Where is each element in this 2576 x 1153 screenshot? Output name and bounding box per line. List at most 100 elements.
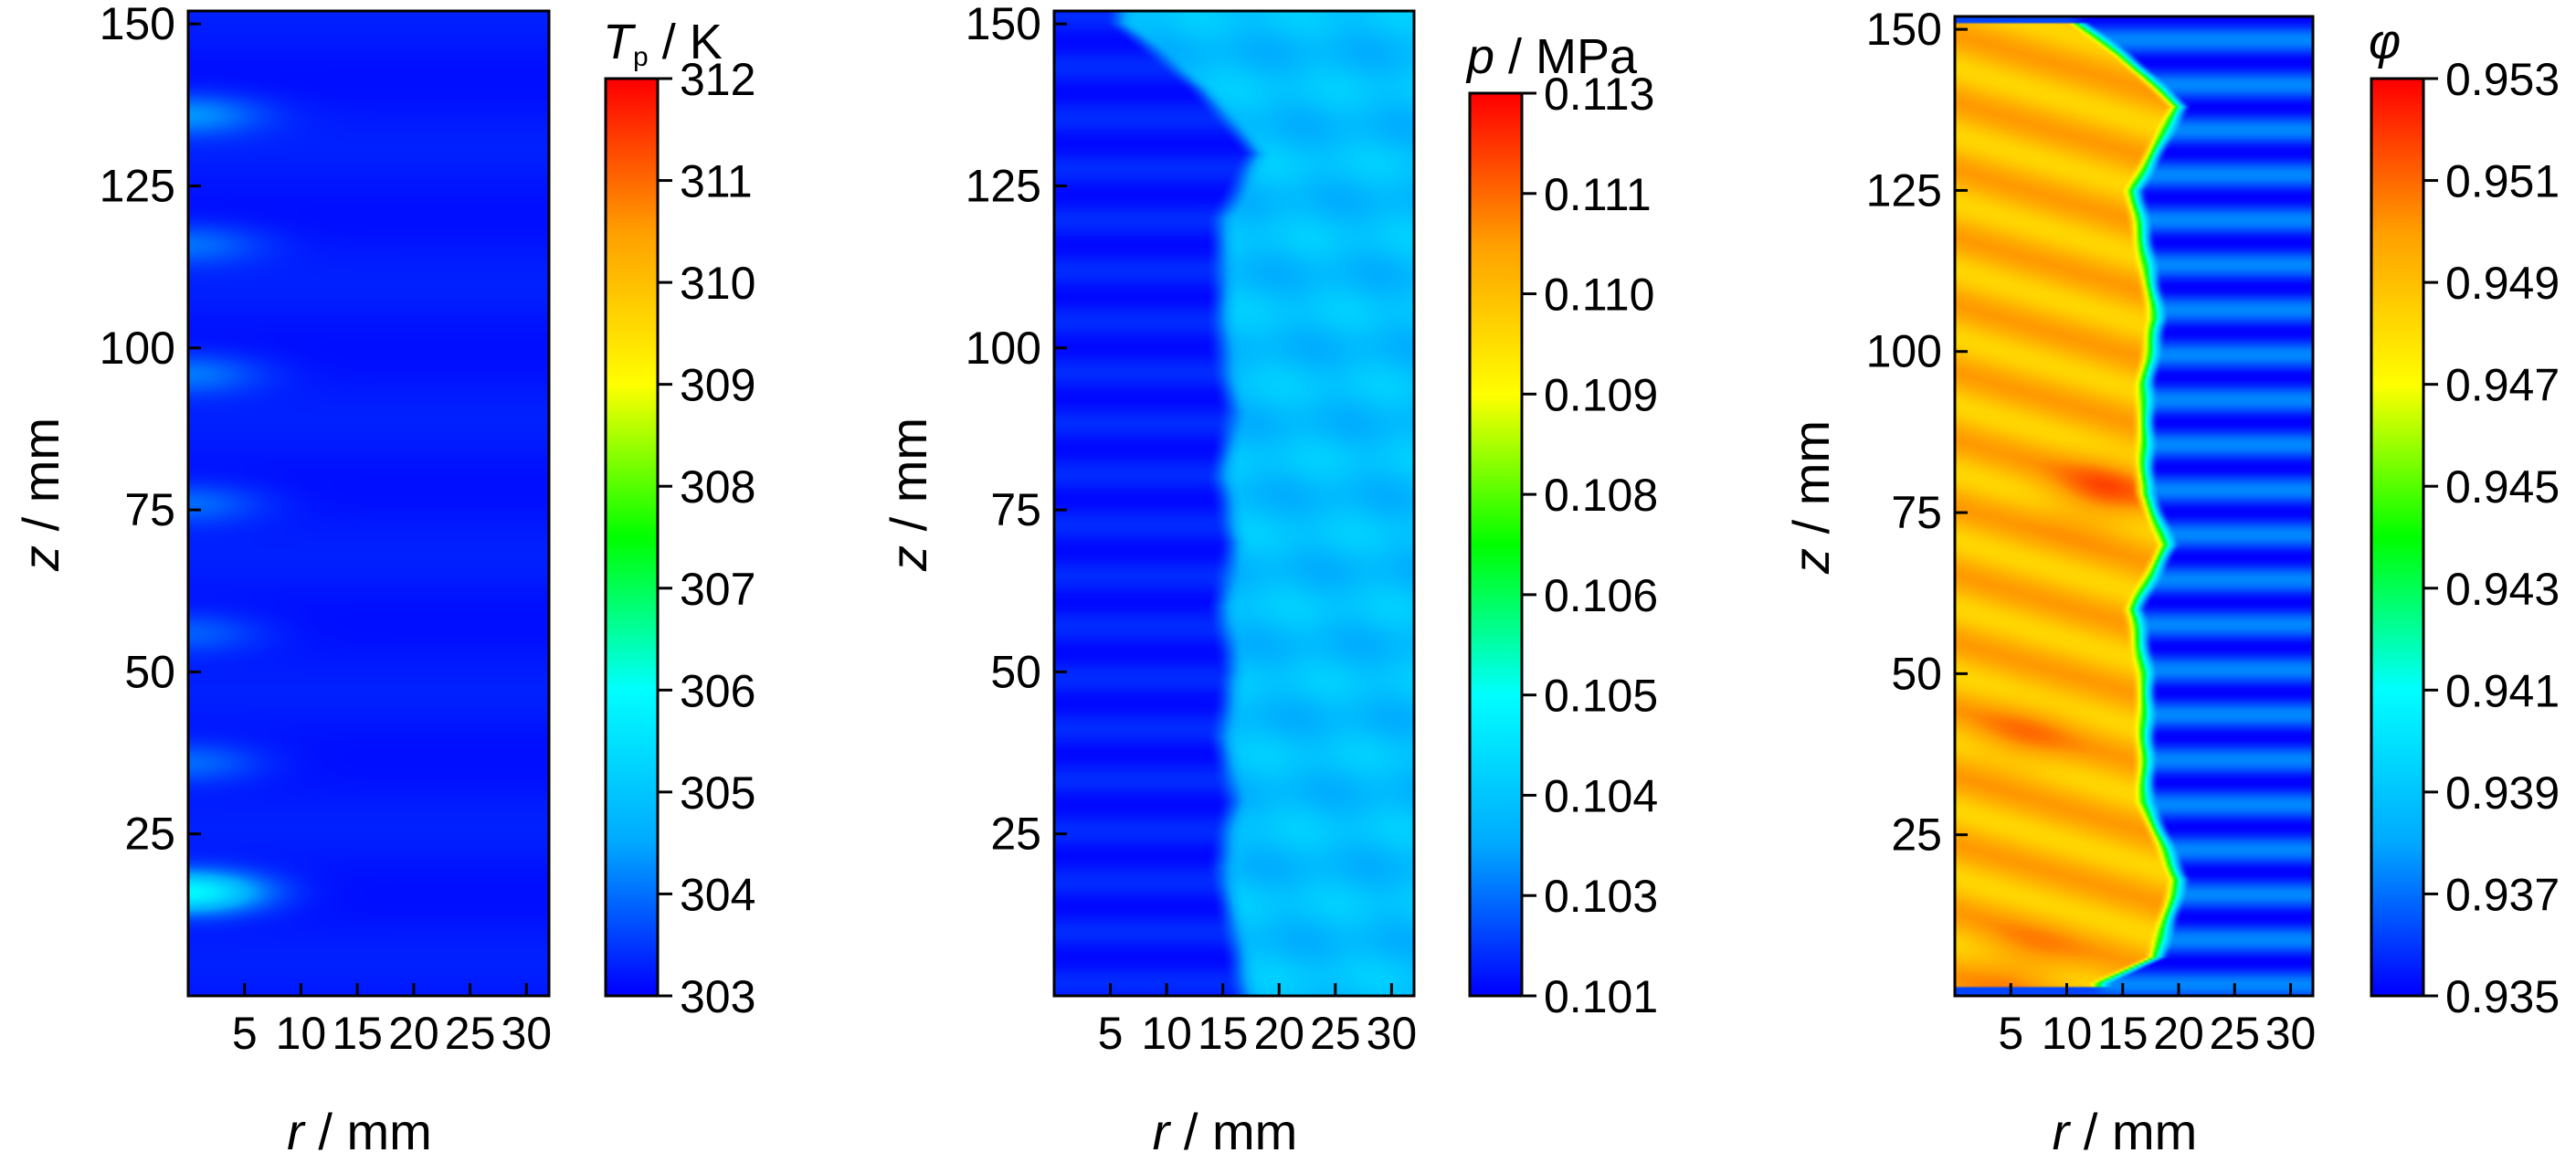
colorbar-tick-label: 306 <box>680 665 755 716</box>
colorbar-tick-label: 0.939 <box>2445 767 2560 819</box>
colorbar-gradient <box>606 79 658 996</box>
y-tick-label: 150 <box>966 0 1041 49</box>
y-axis-label: z / mm <box>1782 420 1840 575</box>
y-axis-unit: / mm <box>880 418 937 545</box>
y-tick-label: 50 <box>124 646 175 697</box>
colorbar-tick-label: 303 <box>680 971 755 1022</box>
colorbar-tick-label: 0.945 <box>2445 461 2560 513</box>
x-axis-label: r / mm <box>2053 1103 2198 1153</box>
colorbar-tick-label: 0.106 <box>1544 570 1658 621</box>
y-tick-label: 75 <box>1891 487 1942 538</box>
x-tick-label: 10 <box>2042 1008 2093 1059</box>
y-tick-label: 150 <box>1866 4 1942 55</box>
colorbar-tick-label: 0.111 <box>1544 169 1652 220</box>
y-tick-label: 25 <box>124 809 175 860</box>
colorbar-frame <box>2370 77 2425 998</box>
colorbar-tick-label: 0.941 <box>2445 665 2560 716</box>
colorbar-tick-label: 309 <box>680 360 755 411</box>
colorbar-frame <box>604 77 660 998</box>
x-tick-label: 30 <box>1367 1008 1418 1059</box>
colorbar-title: Tp / K <box>603 15 723 72</box>
colorbar-symbol: φ <box>2369 15 2401 69</box>
x-tick-label: 5 <box>232 1008 258 1059</box>
colorbar-tick-label: 0.937 <box>2445 869 2560 920</box>
colorbar-tick-label: 0.104 <box>1544 770 1658 821</box>
x-tick-label: 5 <box>1098 1008 1124 1059</box>
x-axis-symbol: r <box>2053 1103 2072 1153</box>
y-tick-label: 125 <box>1866 164 1942 216</box>
y-tick-label: 75 <box>990 484 1041 535</box>
x-tick-label: 10 <box>276 1008 327 1059</box>
colorbar-subscript: p <box>633 42 649 72</box>
colorbar-tick-label: 0.951 <box>2445 156 2560 207</box>
x-tick-label: 20 <box>388 1008 439 1059</box>
colorbar-tick-label: 310 <box>680 258 755 309</box>
colorbar-tick-label: 311 <box>680 156 753 207</box>
y-axis-unit: / mm <box>12 418 69 545</box>
x-tick-label: 15 <box>2097 1008 2148 1059</box>
colorbar-tick-label: 305 <box>680 767 755 819</box>
plot-frame <box>186 9 551 998</box>
colorbar-tick-label: 0.109 <box>1544 369 1658 420</box>
colorbar-unit: / MPa <box>1494 29 1638 84</box>
colorbar-symbol: p <box>1465 29 1494 84</box>
colorbar-tick-label: 0.943 <box>2445 564 2560 615</box>
x-axis-label: r / mm <box>1153 1103 1298 1153</box>
x-axis-symbol: r <box>1153 1103 1172 1153</box>
colorbar-tick-label: 0.103 <box>1544 871 1658 922</box>
y-tick-label: 50 <box>990 646 1041 697</box>
plot-frame <box>1953 15 2315 998</box>
colorbar-tick-label: 308 <box>680 461 755 513</box>
x-tick-label: 20 <box>1253 1008 1304 1059</box>
y-axis-symbol: z <box>12 545 69 572</box>
colorbar-symbol: T <box>603 15 637 69</box>
y-tick-label: 25 <box>1891 809 1942 861</box>
x-axis-unit: / mm <box>2069 1103 2197 1153</box>
y-axis-symbol: z <box>880 545 937 572</box>
y-tick-label: 100 <box>1866 326 1942 377</box>
x-axis-unit: / mm <box>304 1103 432 1153</box>
colorbar-tick-label: 0.949 <box>2445 258 2560 309</box>
colorbar-tick-label: 307 <box>680 564 755 615</box>
colorbar-title: φ <box>2369 15 2401 69</box>
y-tick-label: 50 <box>1891 648 1942 699</box>
x-tick-label: 10 <box>1141 1008 1192 1059</box>
colorbar-tick-label: 304 <box>680 869 755 920</box>
x-tick-label: 20 <box>2153 1008 2204 1059</box>
heatmap-field <box>1054 11 1414 996</box>
x-tick-label: 15 <box>1198 1008 1249 1059</box>
x-tick-label: 15 <box>332 1008 383 1059</box>
y-axis-unit: / mm <box>1782 420 1840 548</box>
colorbar-tick-label: 0.105 <box>1544 671 1658 722</box>
x-axis-symbol: r <box>287 1103 306 1153</box>
colorbar-tick-label: 0.110 <box>1544 270 1654 321</box>
colorbar-unit: / K <box>649 15 723 69</box>
x-tick-label: 25 <box>445 1008 496 1059</box>
y-tick-label: 25 <box>990 809 1041 860</box>
colorbar-tick-label: 0.108 <box>1544 470 1658 521</box>
colorbar-tick-label: 0.935 <box>2445 971 2560 1022</box>
colorbar-tick-label: 0.947 <box>2445 360 2560 411</box>
x-tick-label: 25 <box>1310 1008 1361 1059</box>
colorbar-tick-label: 0.113 <box>1544 69 1654 120</box>
colorbar-tick-label: 312 <box>680 54 755 105</box>
colorbar-tick-label: 0.953 <box>2445 54 2560 105</box>
colorbar-frame <box>1468 91 1524 998</box>
x-tick-label: 30 <box>501 1008 553 1059</box>
y-tick-label: 75 <box>124 484 175 535</box>
colorbar-gradient <box>1470 93 1522 996</box>
colorbar-tick-label: 0.101 <box>1544 971 1658 1022</box>
y-tick-label: 125 <box>966 160 1041 211</box>
y-axis-symbol: z <box>1782 548 1840 575</box>
x-tick-label: 25 <box>2209 1008 2260 1059</box>
heatmap-field <box>188 11 549 996</box>
y-axis-label: z / mm <box>880 418 937 572</box>
heatmap-field <box>1955 16 2313 996</box>
x-tick-label: 5 <box>1998 1008 2023 1059</box>
y-tick-label: 100 <box>966 323 1041 374</box>
x-tick-label: 30 <box>2265 1008 2317 1059</box>
